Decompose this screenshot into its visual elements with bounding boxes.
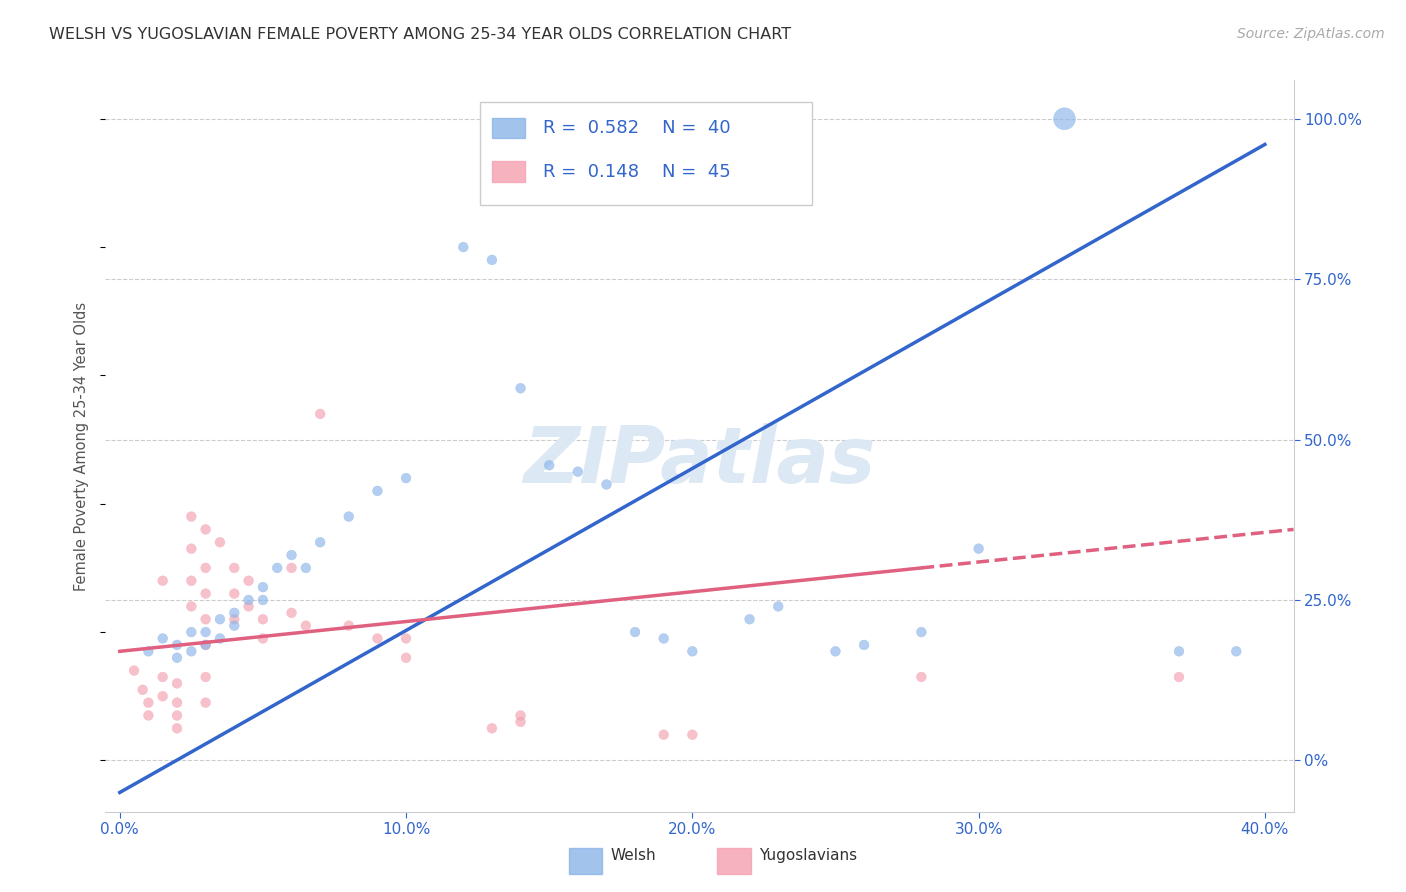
Point: [180, 509, 202, 524]
Point: [538, 458, 561, 473]
Point: [152, 670, 174, 684]
Point: [280, 561, 302, 575]
Point: [252, 593, 274, 607]
Point: [1225, 644, 1247, 658]
Point: [224, 618, 246, 632]
Point: [681, 644, 703, 658]
Point: [853, 638, 876, 652]
Point: [166, 721, 188, 735]
Point: [366, 483, 388, 498]
Point: [166, 638, 188, 652]
Text: WELSH VS YUGOSLAVIAN FEMALE POVERTY AMONG 25-34 YEAR OLDS CORRELATION CHART: WELSH VS YUGOSLAVIAN FEMALE POVERTY AMON…: [49, 27, 792, 42]
Text: Source: ZipAtlas.com: Source: ZipAtlas.com: [1237, 27, 1385, 41]
Point: [280, 548, 302, 562]
Point: [252, 632, 274, 646]
Y-axis label: Female Poverty Among 25-34 Year Olds: Female Poverty Among 25-34 Year Olds: [75, 301, 90, 591]
Point: [1168, 644, 1191, 658]
Point: [481, 721, 503, 735]
Point: [967, 541, 990, 556]
Point: [194, 561, 217, 575]
Point: [180, 574, 202, 588]
Point: [208, 612, 231, 626]
Point: [194, 612, 217, 626]
Point: [766, 599, 789, 614]
Point: [131, 682, 153, 697]
Point: [238, 574, 260, 588]
Point: [180, 599, 202, 614]
Point: [652, 632, 675, 646]
Text: R =  0.148    N =  45: R = 0.148 N = 45: [543, 162, 730, 181]
Point: [238, 593, 260, 607]
Point: [138, 644, 160, 658]
Point: [595, 477, 617, 491]
Point: [509, 708, 531, 723]
Point: [252, 580, 274, 594]
Point: [337, 618, 360, 632]
Point: [309, 407, 332, 421]
Point: [910, 670, 932, 684]
Point: [624, 625, 647, 640]
Point: [194, 586, 217, 600]
Point: [138, 696, 160, 710]
Point: [224, 606, 246, 620]
Point: [309, 535, 332, 549]
Point: [1053, 112, 1076, 126]
Point: [224, 612, 246, 626]
Text: R =  0.582    N =  40: R = 0.582 N = 40: [543, 119, 730, 136]
Point: [180, 625, 202, 640]
Point: [395, 471, 418, 485]
Point: [194, 670, 217, 684]
Point: [166, 650, 188, 665]
FancyBboxPatch shape: [479, 103, 813, 204]
Point: [681, 728, 703, 742]
Point: [1168, 670, 1191, 684]
Point: [194, 638, 217, 652]
Point: [208, 535, 231, 549]
Bar: [492, 118, 524, 138]
Point: [194, 638, 217, 652]
Point: [194, 696, 217, 710]
Point: [194, 523, 217, 537]
Point: [166, 676, 188, 690]
Text: ZIPatlas: ZIPatlas: [523, 423, 876, 499]
Point: [224, 561, 246, 575]
Point: [481, 252, 503, 267]
Point: [152, 690, 174, 704]
Point: [252, 612, 274, 626]
Point: [295, 561, 318, 575]
Point: [280, 606, 302, 620]
Point: [180, 644, 202, 658]
Text: Welsh: Welsh: [610, 848, 657, 863]
Point: [295, 618, 318, 632]
Point: [224, 586, 246, 600]
Point: [366, 632, 388, 646]
Point: [824, 644, 846, 658]
Point: [266, 561, 288, 575]
Point: [509, 381, 531, 395]
Point: [652, 728, 675, 742]
Text: Yugoslavians: Yugoslavians: [759, 848, 858, 863]
Point: [395, 650, 418, 665]
Point: [194, 625, 217, 640]
Point: [567, 465, 589, 479]
Point: [122, 664, 145, 678]
Point: [238, 599, 260, 614]
Point: [166, 708, 188, 723]
Point: [138, 708, 160, 723]
Point: [738, 612, 761, 626]
Point: [453, 240, 475, 254]
Point: [152, 574, 174, 588]
Point: [337, 509, 360, 524]
Bar: [569, 848, 602, 874]
Bar: [717, 848, 751, 874]
Point: [910, 625, 932, 640]
Bar: [492, 161, 524, 182]
Point: [509, 714, 531, 729]
Point: [180, 541, 202, 556]
Point: [208, 632, 231, 646]
Point: [395, 632, 418, 646]
Point: [152, 632, 174, 646]
Point: [166, 696, 188, 710]
